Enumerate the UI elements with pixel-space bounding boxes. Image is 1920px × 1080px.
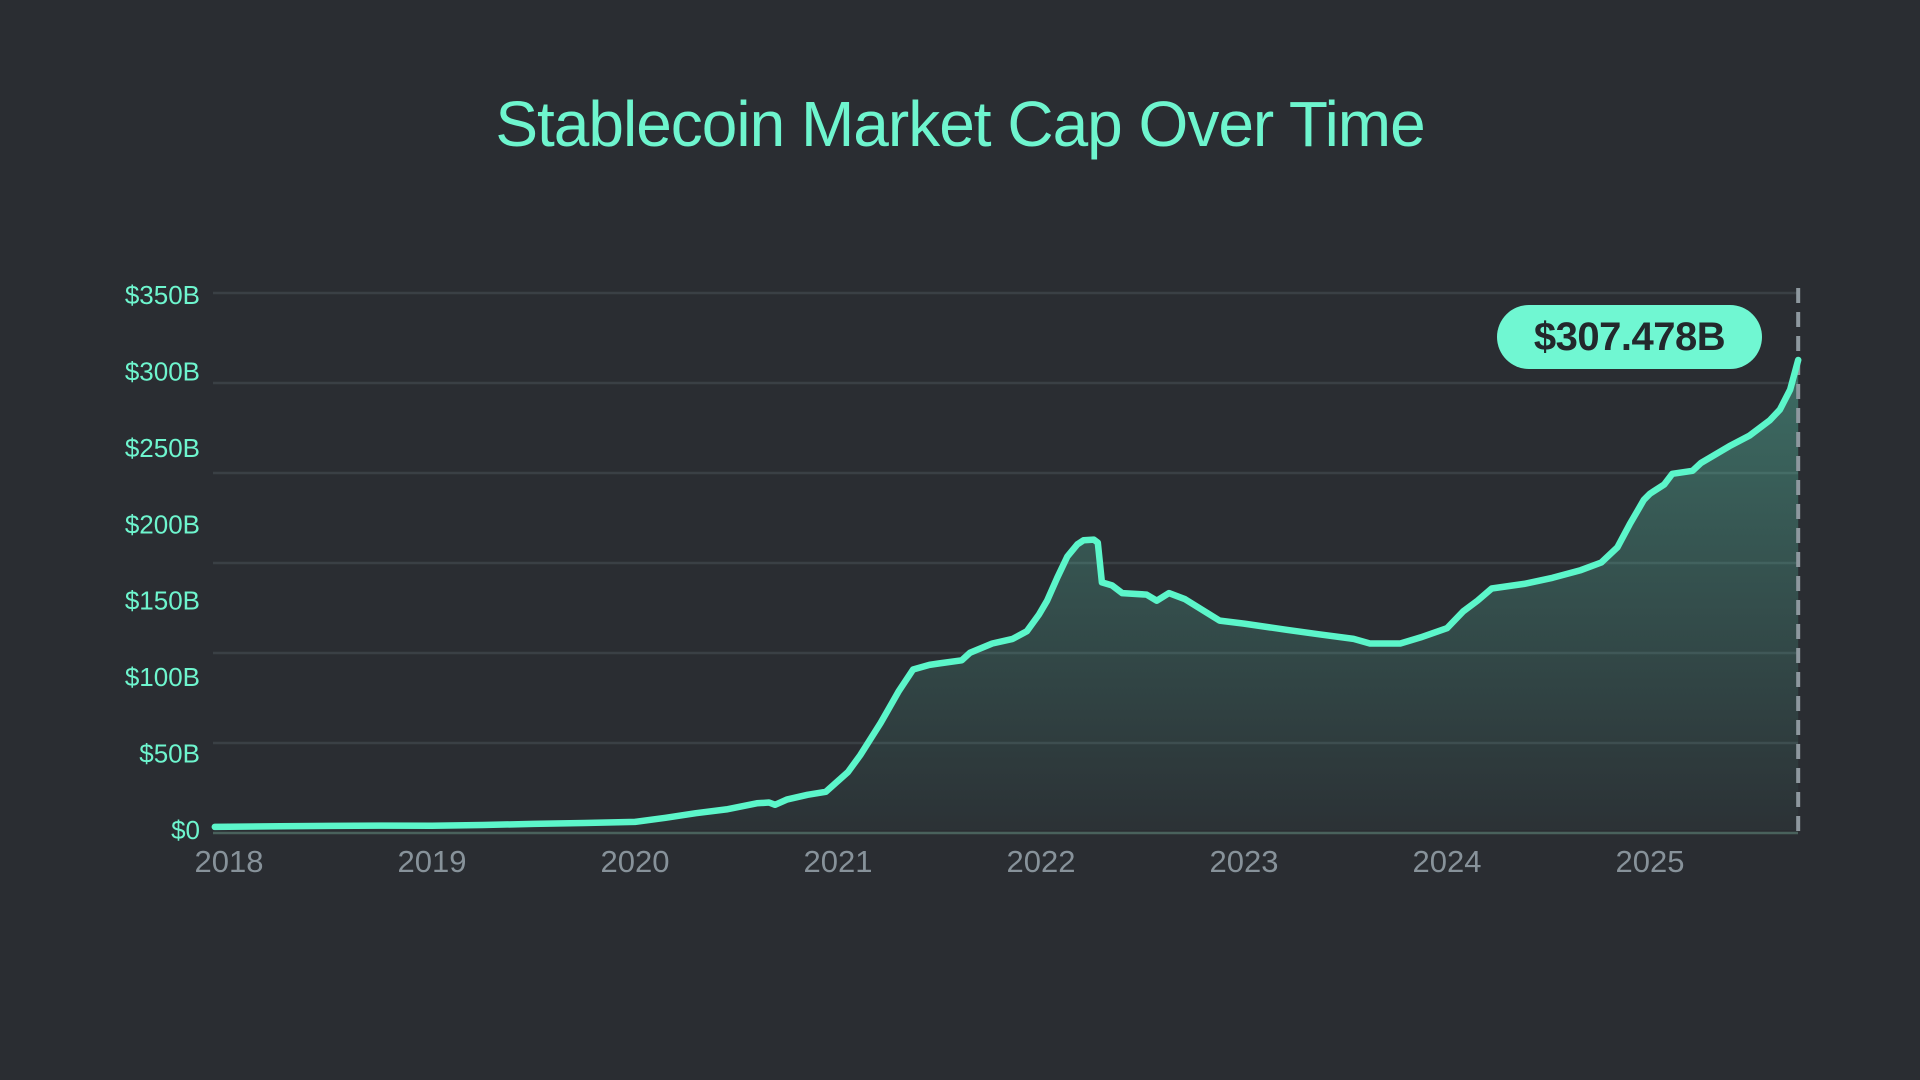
y-tick-label: $150B [125, 586, 200, 616]
series-line [211, 356, 1802, 831]
y-tick-label: $250B [125, 433, 200, 463]
x-axis-labels: 2018 2019 2020 2021 2022 2023 2024 2025 [195, 844, 1685, 879]
latest-value-badge: $307.478B [1497, 305, 1762, 369]
x-tick-label: 2020 [601, 844, 670, 879]
x-tick-label: 2019 [398, 844, 467, 879]
y-tick-label: $100B [125, 662, 200, 692]
y-tick-label: $50B [139, 739, 200, 769]
x-tick-label: 2021 [804, 844, 873, 879]
x-tick-label: 2018 [195, 844, 264, 879]
y-tick-label: $200B [125, 509, 200, 539]
y-tick-label: $300B [125, 356, 200, 386]
y-tick-label: $350B [125, 280, 200, 310]
x-tick-label: 2024 [1413, 844, 1482, 879]
y-tick-label: $0 [171, 815, 200, 845]
y-axis-labels: $350B $300B $250B $200B $150B $100B $50B $0 [125, 280, 200, 845]
x-tick-label: 2022 [1007, 844, 1076, 879]
area-fill [214, 360, 1799, 830]
x-tick-label: 2025 [1616, 844, 1685, 879]
chart-title: Stablecoin Market Cap Over Time [495, 88, 1425, 160]
x-tick-label: 2023 [1210, 844, 1279, 879]
